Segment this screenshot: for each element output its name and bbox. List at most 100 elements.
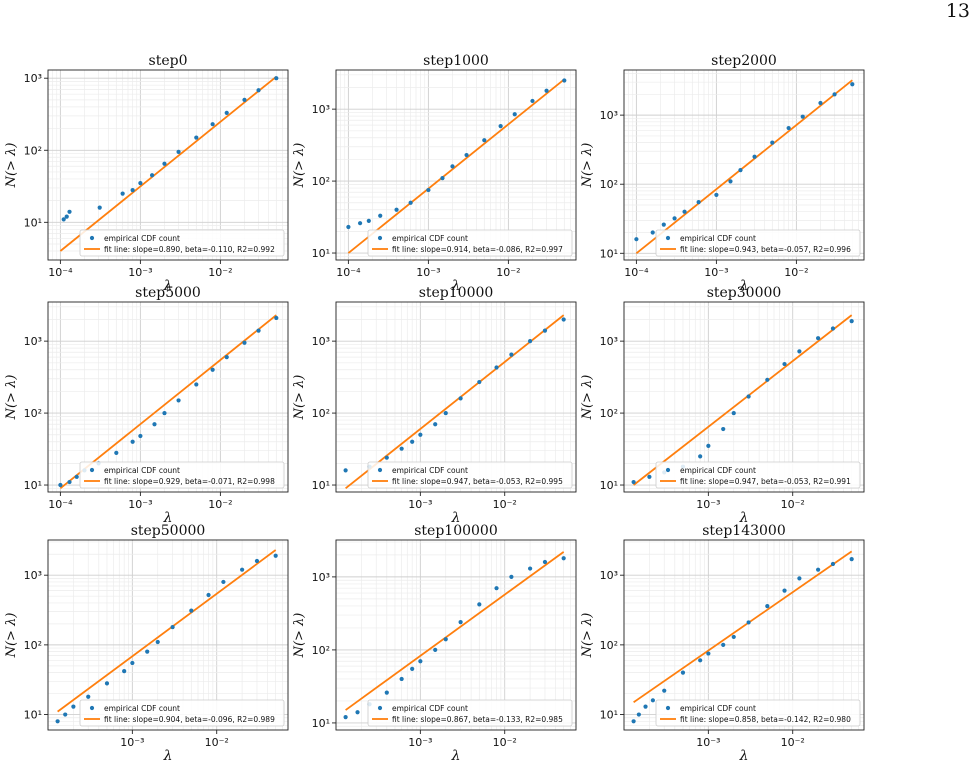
chart-title: step10000 (419, 285, 494, 301)
x-tick-label: 10⁻³ (120, 736, 144, 749)
y-tick-label: 10² (24, 407, 42, 420)
chart-step143000: 10⁻³ 10⁻² 10¹ 10² 10³ step143000 λ N(> λ) empiri… (580, 523, 865, 760)
x-tick-label: 10⁻³ (696, 736, 720, 749)
fit-line (345, 314, 565, 490)
y-tick-label: 10³ (600, 569, 618, 582)
data-point (650, 230, 655, 235)
x-axis-label: λ (739, 278, 749, 294)
data-point (274, 76, 279, 81)
data-point (378, 213, 383, 218)
y-axis-label: N(> λ) (580, 613, 595, 659)
data-point (254, 558, 260, 564)
y-tick-label: 10¹ (600, 479, 618, 492)
data-point (562, 78, 567, 83)
data-point (242, 97, 247, 103)
data-point (542, 559, 548, 565)
y-tick-label: 10³ (24, 335, 42, 348)
fit-line (59, 314, 277, 490)
chart-title: step2000 (711, 53, 777, 69)
data-point (477, 602, 482, 607)
data-point (561, 317, 566, 322)
data-point (426, 187, 431, 193)
y-tick-label: 10³ (24, 72, 42, 85)
legend-label-empirical: empirical CDF count (104, 466, 180, 475)
legend-box (79, 229, 285, 257)
plot-area (346, 78, 567, 254)
data-point (661, 222, 666, 227)
x-tick-label: 10⁻² (493, 498, 517, 511)
data-point (240, 567, 245, 572)
legend-box (367, 229, 573, 257)
x-axis-label: λ (451, 748, 461, 760)
legend-label-empirical: empirical CDF count (392, 704, 468, 713)
data-point (765, 604, 770, 609)
data-point (122, 669, 127, 674)
data-point (458, 620, 463, 625)
axes-frame (47, 539, 289, 731)
data-point (55, 719, 60, 724)
legend-marker-empirical (377, 467, 383, 473)
legend-label-empirical: empirical CDF count (680, 234, 756, 243)
y-tick-label: 10² (24, 144, 42, 157)
data-point (274, 315, 279, 321)
x-tick-label: 10⁻³ (128, 498, 152, 511)
legend-label-fit: fit line: slope=0.947, beta=-0.053, R2=0… (680, 477, 851, 486)
data-point (782, 588, 787, 593)
data-point (242, 340, 247, 345)
data-point (662, 688, 667, 693)
data-point (58, 482, 63, 488)
x-axis-label: λ (451, 510, 461, 526)
data-point (528, 566, 533, 571)
data-point (206, 592, 211, 598)
legend: empirical CDF count fit line: slope=0.929… (79, 461, 285, 489)
plot-area (343, 314, 566, 490)
data-point (721, 426, 726, 432)
grid (623, 70, 865, 261)
data-point (394, 207, 399, 212)
data-point (189, 608, 194, 613)
data-point (130, 660, 135, 666)
data-point (849, 557, 854, 562)
y-axis-label: N(> λ) (4, 613, 19, 659)
data-point (71, 704, 76, 709)
x-tick-label: 10⁻² (784, 266, 808, 279)
y-tick-label: 10² (312, 644, 330, 657)
data-point (443, 637, 448, 642)
data-point (797, 576, 802, 581)
legend-label-empirical: empirical CDF count (680, 704, 756, 713)
data-point (850, 82, 855, 87)
data-point (696, 200, 701, 205)
axes-frame (335, 539, 577, 731)
data-point (800, 114, 805, 119)
data-point (830, 561, 836, 567)
axes-frame (623, 69, 865, 261)
y-tick-label: 10² (312, 407, 330, 420)
x-tick-label: 10⁻² (781, 498, 805, 511)
data-point (782, 361, 787, 367)
chart-step1000: 10⁻⁴ 10⁻³ 10⁻² 10¹ 10² 10³ step1000 λ N(> λ) empi… (292, 53, 577, 294)
x-tick-label: 10⁻⁴ (48, 266, 73, 279)
data-point (355, 710, 360, 715)
data-point (731, 410, 736, 416)
chart-title: step100000 (414, 523, 498, 539)
data-point (816, 336, 821, 341)
y-tick-label: 10³ (600, 109, 618, 122)
y-axis-label: N(> λ) (292, 143, 307, 189)
data-point (482, 138, 487, 143)
x-tick-label: 10⁻³ (408, 736, 432, 749)
chart-step10000: 10⁻³ 10⁻² 10¹ 10² 10³ step10000 λ N(> λ) empiric… (292, 285, 577, 526)
legend-label-empirical: empirical CDF count (104, 704, 180, 713)
legend-box (367, 699, 573, 727)
data-point (130, 439, 135, 444)
data-point (346, 224, 351, 230)
data-point (494, 365, 499, 370)
x-axis-label: λ (163, 510, 173, 526)
y-tick-label: 10² (24, 639, 42, 652)
data-point (818, 100, 823, 106)
data-point (104, 681, 110, 686)
data-point (728, 179, 733, 184)
y-tick-label: 10¹ (312, 479, 330, 492)
plot-area (343, 551, 566, 720)
data-point (765, 377, 770, 382)
legend-label-fit: fit line: slope=0.929, beta=-0.071, R2=0… (104, 477, 275, 486)
